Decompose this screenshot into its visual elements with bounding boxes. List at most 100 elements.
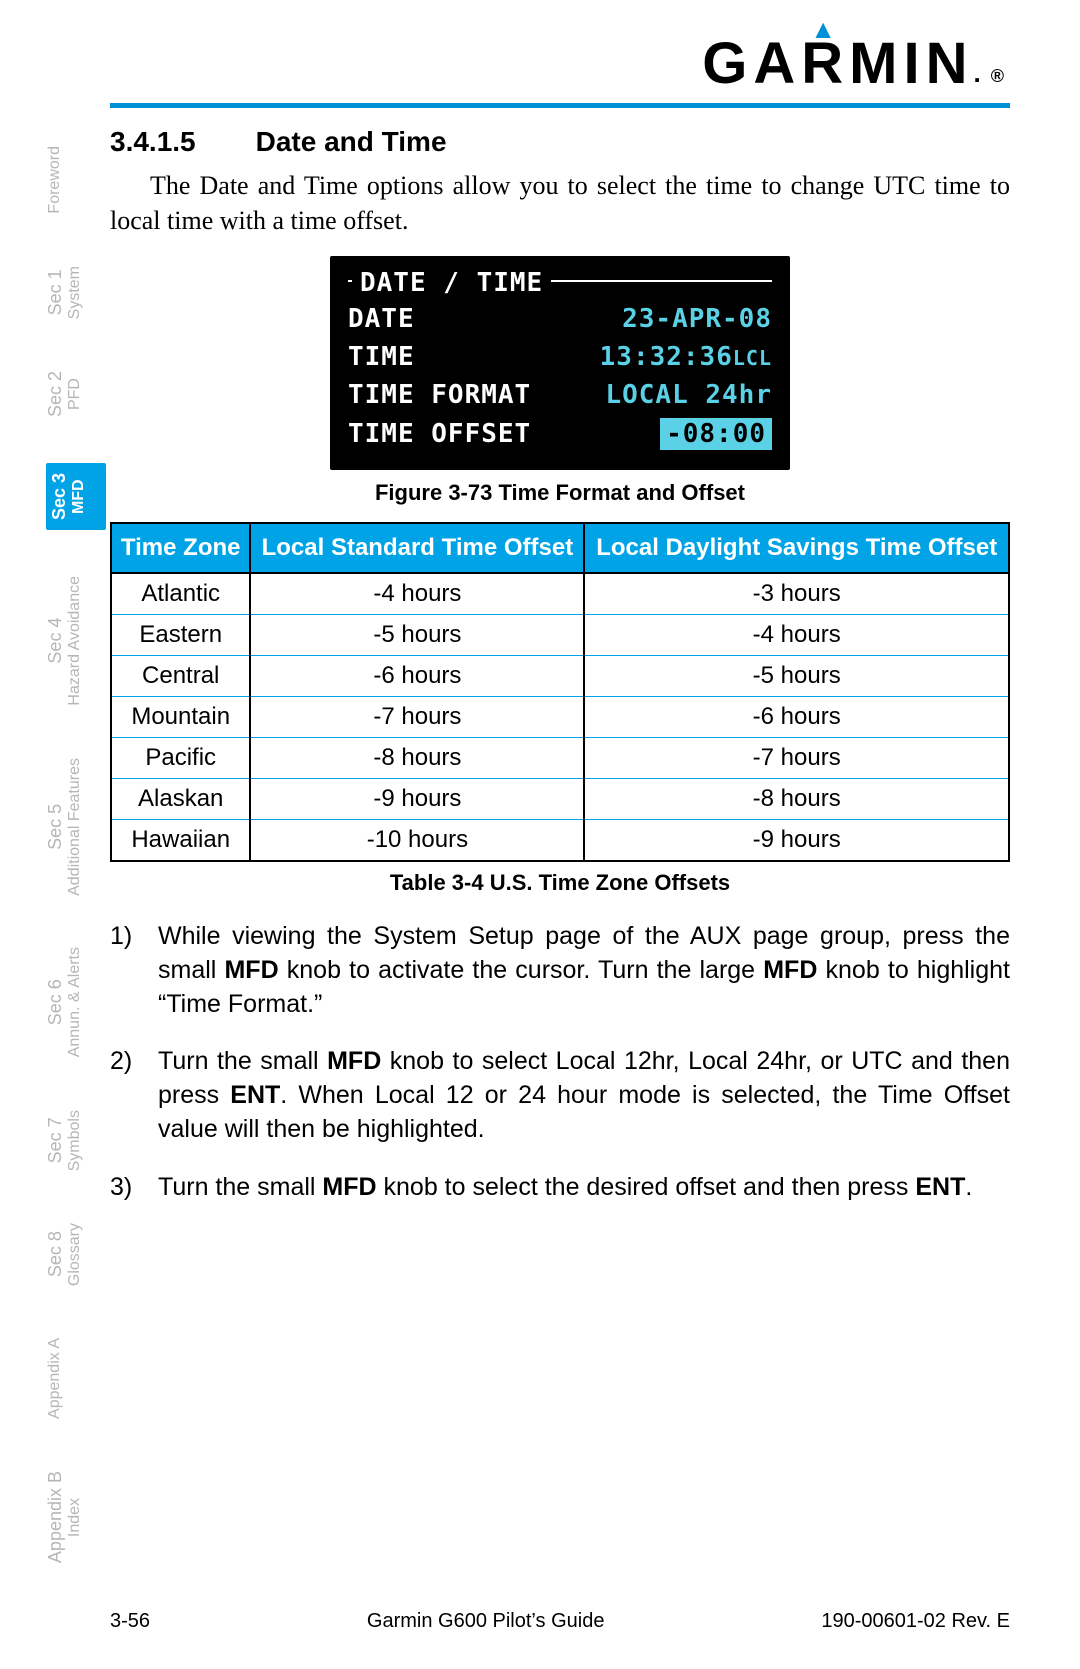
intro-paragraph: The Date and Time options allow you to s… — [110, 168, 1010, 238]
tz-cell: -9 hours — [250, 779, 584, 820]
tz-col-2: Local Daylight Savings Time Offset — [584, 523, 1009, 573]
panel-value: LOCAL 24hr — [605, 380, 772, 410]
side-tab-5[interactable]: Sec 5Additional Features — [46, 752, 106, 902]
tz-cell: -7 hours — [250, 697, 584, 738]
tab-line2: Index — [66, 1471, 84, 1563]
tab-line1: Sec 4 — [46, 576, 66, 706]
tab-line2: Foreword — [46, 146, 64, 214]
tab-line1: Sec 5 — [46, 758, 66, 896]
brand-logo: ▲ GARMIN . ® — [702, 30, 1010, 97]
step-bold: MFD — [224, 956, 278, 984]
brand-delta-icon: ▲ — [810, 14, 842, 45]
table-row: Hawaiian-10 hours-9 hours — [111, 820, 1009, 862]
tz-cell: -10 hours — [250, 820, 584, 862]
side-tab-6[interactable]: Sec 6Annun. & Alerts — [46, 941, 106, 1063]
tz-cell: Hawaiian — [111, 820, 250, 862]
table-row: Central-6 hours-5 hours — [111, 656, 1009, 697]
panel-label: TIME — [348, 342, 415, 372]
section-title: Date and Time — [256, 126, 447, 158]
step-bold: MFD — [327, 1047, 381, 1075]
tz-col-1: Local Standard Time Offset — [250, 523, 584, 573]
side-tab-10[interactable]: Appendix BIndex — [46, 1465, 106, 1569]
figure-caption: Figure 3-73 Time Format and Offset — [110, 480, 1010, 506]
footer-title: Garmin G600 Pilot’s Guide — [367, 1610, 605, 1633]
side-tab-0[interactable]: Foreword — [46, 140, 106, 220]
brand-registered-icon: ® — [991, 66, 1010, 87]
panel-label: DATE — [348, 304, 415, 334]
panel-value-suffix: LCL — [733, 346, 772, 370]
side-tab-4[interactable]: Sec 4Hazard Avoidance — [46, 570, 106, 712]
step-2: 2)Turn the small MFD knob to select Loca… — [110, 1045, 1010, 1146]
side-tab-8[interactable]: Sec 8Glossary — [46, 1217, 106, 1292]
tab-line2: Additional Features — [66, 758, 84, 896]
timezone-table: Time ZoneLocal Standard Time OffsetLocal… — [110, 522, 1010, 862]
panel-value: -08:00 — [660, 418, 772, 450]
panel-label: TIME FORMAT — [348, 380, 531, 410]
tab-line1: Sec 6 — [46, 947, 66, 1057]
tab-line1: Sec 8 — [46, 1223, 66, 1286]
step-bold: ENT — [915, 1173, 965, 1201]
panel-wrap: DATE / TIME DATE 23-APR-08 TIME13:32:36LCL… — [110, 256, 1010, 470]
tz-cell: Pacific — [111, 738, 250, 779]
tab-line2: Symbols — [66, 1110, 84, 1171]
panel-row-1: TIME13:32:36LCL — [348, 338, 772, 376]
step-text: While viewing the System Setup page of t… — [158, 920, 1010, 1021]
tab-line1: Sec 2 — [46, 371, 66, 417]
panel-row-0: DATE 23-APR-08 — [348, 300, 772, 338]
tab-line2: Annun. & Alerts — [66, 947, 84, 1057]
side-tab-3[interactable]: Sec 3MFD — [46, 463, 106, 530]
tab-line2: PFD — [66, 371, 84, 417]
tz-cell: Alaskan — [111, 779, 250, 820]
footer-page: 3-56 — [110, 1610, 150, 1633]
tz-cell: -3 hours — [584, 573, 1009, 615]
brand-dot: . — [974, 58, 987, 89]
table-row: Eastern-5 hours-4 hours — [111, 615, 1009, 656]
brand-row: ▲ GARMIN . ® — [110, 30, 1010, 97]
step-bold: MFD — [322, 1173, 376, 1201]
tz-cell: -6 hours — [250, 656, 584, 697]
panel-title-row: DATE / TIME — [348, 268, 772, 292]
tz-cell: Central — [111, 656, 250, 697]
tab-line2: Appendix A — [46, 1338, 64, 1419]
step-text: Turn the small MFD knob to select Local … — [158, 1045, 1010, 1146]
step-1: 1)While viewing the System Setup page of… — [110, 920, 1010, 1021]
date-time-panel: DATE / TIME DATE 23-APR-08 TIME13:32:36LCL… — [330, 256, 790, 470]
table-row: Mountain-7 hours-6 hours — [111, 697, 1009, 738]
page: ▲ GARMIN . ® Foreword Sec 1System Sec 2PFD… — [0, 0, 1080, 1669]
panel-title: DATE / TIME — [352, 268, 551, 298]
tab-line1: Sec 1 — [46, 266, 66, 319]
tab-line2: MFD — [70, 473, 88, 520]
step-number: 2) — [110, 1045, 138, 1146]
section-heading: 3.4.1.5 Date and Time — [110, 126, 1010, 158]
footer-docnum: 190-00601-02 Rev. E — [821, 1610, 1010, 1633]
tab-line2: System — [66, 266, 84, 319]
steps-list: 1)While viewing the System Setup page of… — [110, 920, 1010, 1204]
side-tab-9[interactable]: Appendix A — [46, 1332, 106, 1425]
table-row: Pacific-8 hours-7 hours — [111, 738, 1009, 779]
tab-line1: Sec 3 — [50, 473, 70, 520]
tz-cell: -8 hours — [250, 738, 584, 779]
tz-col-0: Time Zone — [111, 523, 250, 573]
side-tab-2[interactable]: Sec 2PFD — [46, 365, 106, 423]
tz-cell: -5 hours — [250, 615, 584, 656]
tz-cell: Eastern — [111, 615, 250, 656]
step-number: 3) — [110, 1171, 138, 1205]
step-3: 3) Turn the small MFD knob to select the … — [110, 1171, 1010, 1205]
tz-cell: -4 hours — [584, 615, 1009, 656]
header-rule — [110, 103, 1010, 108]
step-text: Turn the small MFD knob to select the de… — [158, 1171, 1010, 1205]
side-tab-1[interactable]: Sec 1System — [46, 260, 106, 325]
tz-cell: Atlantic — [111, 573, 250, 615]
tz-cell: -8 hours — [584, 779, 1009, 820]
table-row: Atlantic-4 hours-3 hours — [111, 573, 1009, 615]
panel-label: TIME OFFSET — [348, 419, 531, 449]
tz-cell: -7 hours — [584, 738, 1009, 779]
table-row: Alaskan-9 hours-8 hours — [111, 779, 1009, 820]
panel-value: 23-APR-08 — [622, 304, 772, 334]
table-caption: Table 3-4 U.S. Time Zone Offsets — [110, 870, 1010, 896]
side-tab-7[interactable]: Sec 7Symbols — [46, 1104, 106, 1177]
side-tabs: Foreword Sec 1System Sec 2PFD Sec 3MFD Sec 4… — [46, 140, 106, 1569]
page-footer: 3-56 Garmin G600 Pilot’s Guide 190-00601… — [110, 1610, 1010, 1633]
tab-line1: Appendix B — [46, 1471, 66, 1563]
tz-cell: Mountain — [111, 697, 250, 738]
